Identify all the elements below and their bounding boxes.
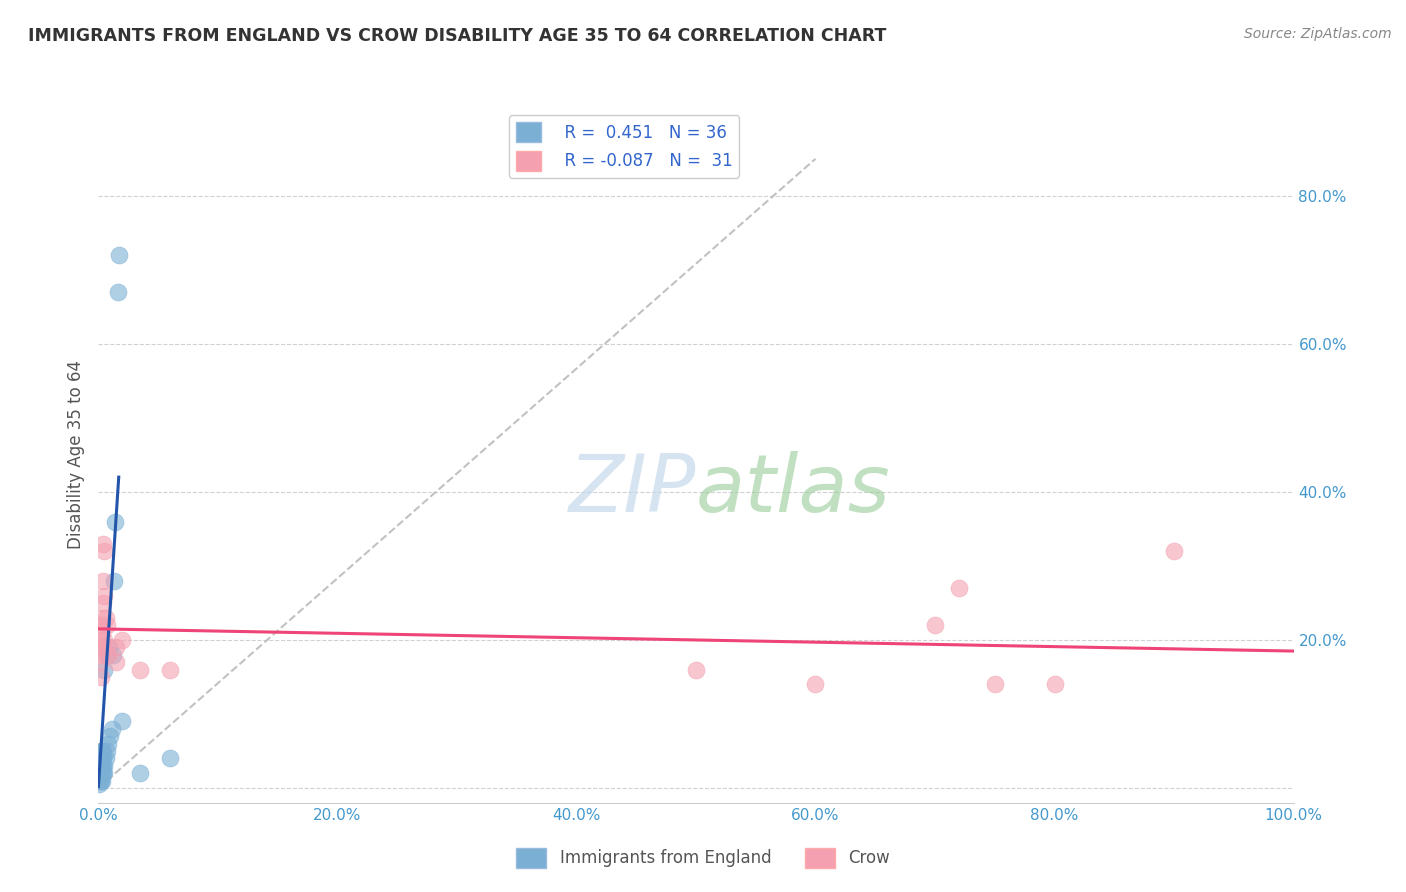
Point (96, 640, 118, 655)
Point (91, 759, 114, 773)
Point (93, 632, 115, 647)
Point (90, 766, 112, 780)
Text: ZIP: ZIP (568, 450, 696, 529)
Point (91, 537, 114, 551)
Point (97, 648, 120, 662)
Point (91, 611, 114, 625)
Point (91, 625, 114, 640)
Legend: Immigrants from England, Crow: Immigrants from England, Crow (509, 841, 897, 875)
Point (107, 285, 129, 299)
Point (98, 729, 122, 743)
Legend:   R =  0.451   N = 36,   R = -0.087   N =  31: R = 0.451 N = 36, R = -0.087 N = 31 (509, 115, 740, 178)
Point (107, 248, 129, 262)
Point (948, 581, 970, 595)
Point (91, 596, 114, 610)
Point (91, 640, 114, 655)
Point (93, 766, 115, 780)
Point (983, 677, 1005, 691)
Point (93, 759, 115, 773)
Point (103, 574, 125, 588)
Point (91, 766, 114, 780)
Point (91, 574, 114, 588)
Point (924, 618, 946, 632)
Point (93, 589, 115, 603)
Point (104, 515, 127, 529)
Point (100, 722, 122, 736)
Point (89, 751, 111, 765)
Point (90, 773, 112, 788)
Point (97, 737, 120, 751)
Point (91, 744, 114, 758)
Text: IMMIGRANTS FROM ENGLAND VS CROW DISABILITY AGE 35 TO 64 CORRELATION CHART: IMMIGRANTS FROM ENGLAND VS CROW DISABILI… (28, 27, 887, 45)
Point (91, 759, 114, 773)
Point (96, 648, 118, 662)
Point (90, 744, 112, 758)
Y-axis label: Disability Age 35 to 64: Disability Age 35 to 64 (66, 360, 84, 549)
Point (89, 759, 111, 773)
Point (159, 751, 181, 765)
Point (685, 663, 707, 677)
Point (111, 632, 134, 647)
Point (90, 670, 112, 684)
Point (91, 766, 114, 780)
Point (1043, 677, 1066, 691)
Point (111, 714, 134, 729)
Point (89, 640, 111, 655)
Point (90, 632, 112, 647)
Point (105, 655, 128, 669)
Point (91, 744, 114, 758)
Point (804, 677, 827, 691)
Point (1163, 544, 1185, 558)
Point (93, 544, 115, 558)
Point (96, 744, 118, 758)
Point (91, 751, 114, 765)
Point (91, 648, 114, 662)
Point (101, 648, 124, 662)
Point (93, 663, 115, 677)
Point (94, 751, 117, 765)
Point (91, 773, 114, 788)
Text: Source: ZipAtlas.com: Source: ZipAtlas.com (1244, 27, 1392, 41)
Point (129, 663, 152, 677)
Point (89, 773, 111, 788)
Point (94, 611, 117, 625)
Point (105, 640, 128, 655)
Point (87, 777, 110, 791)
Point (89, 655, 111, 669)
Point (90, 618, 112, 632)
Point (96, 618, 118, 632)
Point (89, 766, 111, 780)
Point (91, 751, 114, 765)
Text: atlas: atlas (696, 450, 891, 529)
Point (90, 759, 112, 773)
Point (98, 640, 121, 655)
Point (159, 663, 181, 677)
Point (129, 766, 152, 780)
